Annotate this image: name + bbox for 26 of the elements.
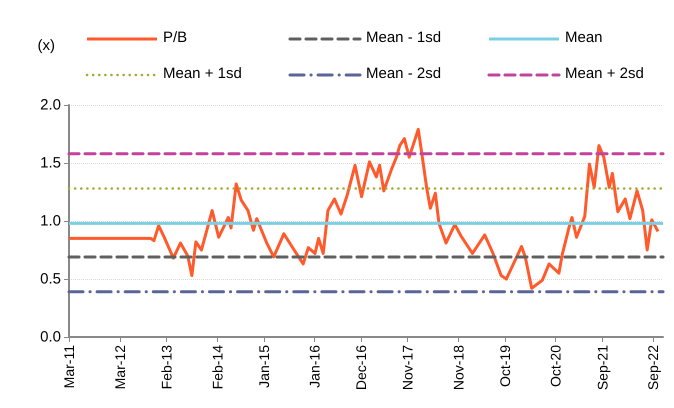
x-tick-label: Sep-21	[594, 344, 610, 390]
x-tick-label: Feb-13	[158, 344, 175, 390]
x-tick-label: Feb-14	[209, 344, 226, 390]
x-tick-label: Oct-19	[496, 344, 513, 388]
x-tick-label: Mar-11	[61, 344, 77, 388]
x-tick-label: Nov-18	[450, 344, 466, 390]
legend-label: Mean + 1sd	[163, 65, 242, 82]
line-series	[68, 128, 660, 290]
x-tick-label: Nov-17	[400, 344, 416, 390]
legend-label: P/B	[163, 29, 188, 46]
y-tick-label: 0.5	[40, 270, 61, 288]
y-tick-label: 1.5	[40, 154, 61, 172]
x-tick-label: Jan-16	[306, 344, 323, 388]
legend-label: Mean	[565, 29, 603, 46]
legend-label: Mean - 2sd	[366, 65, 442, 82]
x-tick-label: Dec-16	[353, 344, 370, 390]
x-tick-label: Oct-20	[548, 344, 564, 388]
y-tick-label: 1.0	[40, 212, 61, 230]
y-tick-label: 0.0	[40, 328, 61, 346]
y-tick-label: 2.0	[40, 96, 61, 114]
x-tick-label: Jan-15	[256, 344, 272, 388]
x-tick-label: Sep-22	[644, 344, 661, 390]
x-tick-label: Mar-12	[112, 344, 128, 390]
legend-label: Mean - 1sd	[366, 29, 442, 46]
legend-label: Mean + 2sd	[565, 65, 644, 82]
y-axis-title: (x)	[38, 37, 55, 54]
